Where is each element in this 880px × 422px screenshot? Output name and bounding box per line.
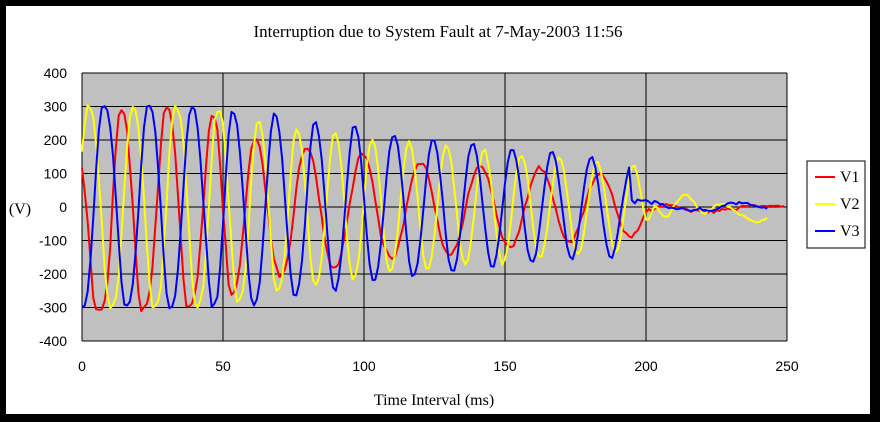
y-axis-label: (V)	[9, 201, 31, 218]
x-tick-label: 150	[493, 358, 517, 374]
series-line-v3	[81, 104, 768, 310]
x-tick-label: 250	[775, 358, 799, 374]
y-tick-label: -200	[39, 266, 67, 282]
y-tick-label: 300	[44, 99, 68, 115]
series-line-v1	[81, 106, 785, 313]
series-line-v2	[81, 104, 768, 310]
x-tick-label: 0	[78, 358, 86, 374]
x-tick-label: 100	[352, 358, 376, 374]
legend-label-v2: V2	[840, 196, 860, 213]
x-axis-tick-labels: 0 50 100 150 200 250	[78, 358, 799, 374]
legend-label-v3: V3	[840, 223, 860, 240]
y-tick-label: -100	[39, 233, 67, 249]
y-tick-label: 200	[44, 132, 68, 148]
y-tick-label: -400	[39, 333, 67, 349]
x-tick-label: 200	[634, 358, 658, 374]
legend-label-v1: V1	[840, 169, 860, 186]
series-lines	[81, 104, 785, 313]
legend: V1 V2 V3	[806, 160, 866, 249]
x-tick-label: 50	[215, 358, 231, 374]
y-tick-label: 0	[59, 199, 67, 215]
x-axis-label: Time Interval (ms)	[374, 392, 494, 409]
chart-title: Interruption due to System Fault at 7-Ma…	[253, 22, 622, 41]
chart-svg: Interruption due to System Fault at 7-Ma…	[9, 22, 866, 409]
y-axis-tick-labels: 400 300 200 100 0 -100 -200 -300 -400	[39, 65, 67, 349]
y-tick-label: -300	[39, 300, 67, 316]
y-tick-label: 400	[44, 65, 68, 81]
chart-frame: Interruption due to System Fault at 7-Ma…	[6, 6, 870, 414]
y-tick-label: 100	[44, 166, 68, 182]
